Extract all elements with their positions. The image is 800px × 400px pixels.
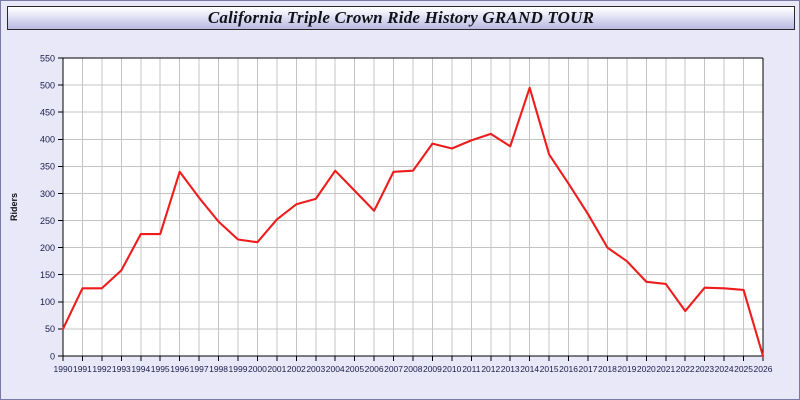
svg-text:2025: 2025 [734, 364, 753, 374]
page-title: California Triple Crown Ride History GRA… [207, 8, 595, 27]
svg-text:2014: 2014 [520, 364, 539, 374]
svg-text:2007: 2007 [384, 364, 403, 374]
svg-text:1998: 1998 [209, 364, 228, 374]
svg-text:300: 300 [40, 189, 55, 199]
svg-text:2019: 2019 [617, 364, 636, 374]
svg-text:2023: 2023 [695, 364, 714, 374]
y-axis-tick-labels: 0 50 100 150 200 250 300 350 400 450 500 550 [40, 53, 55, 361]
svg-text:500: 500 [40, 80, 55, 90]
svg-text:2026: 2026 [754, 364, 773, 374]
riders-line [61, 86, 765, 358]
svg-text:1995: 1995 [151, 364, 170, 374]
svg-text:2002: 2002 [287, 364, 306, 374]
svg-text:150: 150 [40, 270, 55, 280]
svg-text:2012: 2012 [481, 364, 500, 374]
svg-text:1999: 1999 [229, 364, 248, 374]
svg-text:400: 400 [40, 135, 55, 145]
svg-text:0: 0 [50, 351, 55, 361]
svg-text:2006: 2006 [365, 364, 384, 374]
svg-text:350: 350 [40, 162, 55, 172]
svg-text:2009: 2009 [423, 364, 442, 374]
svg-text:2016: 2016 [559, 364, 578, 374]
y-axis-title: Riders [9, 193, 19, 221]
svg-text:Riders: Riders [9, 193, 19, 221]
svg-text:2010: 2010 [442, 364, 461, 374]
svg-text:2018: 2018 [598, 364, 617, 374]
svg-text:2004: 2004 [326, 364, 345, 374]
svg-text:2011: 2011 [462, 364, 481, 374]
svg-text:1997: 1997 [190, 364, 209, 374]
window-titlebar: California Triple Crown Ride History GRA… [7, 6, 795, 30]
svg-text:250: 250 [40, 216, 55, 226]
svg-text:1993: 1993 [112, 364, 131, 374]
svg-text:2024: 2024 [715, 364, 734, 374]
svg-text:2017: 2017 [579, 364, 598, 374]
svg-text:200: 200 [40, 243, 55, 253]
svg-text:2003: 2003 [306, 364, 325, 374]
svg-text:1991: 1991 [73, 364, 92, 374]
x-axis-tick-labels: 1990 1991 1992 1993 1994 1995 1996 1997 1998 1999… [54, 364, 773, 374]
svg-text:2022: 2022 [676, 364, 695, 374]
svg-text:1994: 1994 [131, 364, 150, 374]
svg-text:2008: 2008 [404, 364, 423, 374]
svg-text:1996: 1996 [170, 364, 189, 374]
axis-lines [62, 57, 764, 357]
svg-text:1990: 1990 [54, 364, 73, 374]
svg-text:100: 100 [40, 297, 55, 307]
svg-text:2021: 2021 [656, 364, 675, 374]
svg-text:2001: 2001 [267, 364, 286, 374]
svg-text:50: 50 [45, 324, 55, 334]
svg-text:2013: 2013 [501, 364, 520, 374]
svg-text:450: 450 [40, 107, 55, 117]
svg-text:2020: 2020 [637, 364, 656, 374]
svg-text:2005: 2005 [345, 364, 364, 374]
svg-text:1992: 1992 [92, 364, 111, 374]
svg-text:2015: 2015 [540, 364, 559, 374]
svg-text:550: 550 [40, 53, 55, 63]
axis-ticks [58, 57, 764, 361]
svg-text:2000: 2000 [248, 364, 267, 374]
data-series [61, 86, 765, 358]
chart-canvas: 0 50 100 150 200 250 300 350 400 450 500 550 1990 19… [1, 34, 799, 399]
